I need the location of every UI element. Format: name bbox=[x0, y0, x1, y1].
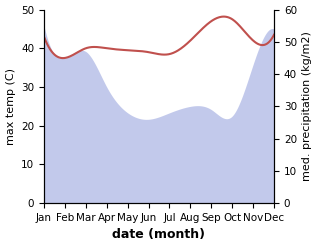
Y-axis label: med. precipitation (kg/m2): med. precipitation (kg/m2) bbox=[302, 31, 313, 181]
X-axis label: date (month): date (month) bbox=[113, 228, 205, 242]
Y-axis label: max temp (C): max temp (C) bbox=[5, 68, 16, 145]
